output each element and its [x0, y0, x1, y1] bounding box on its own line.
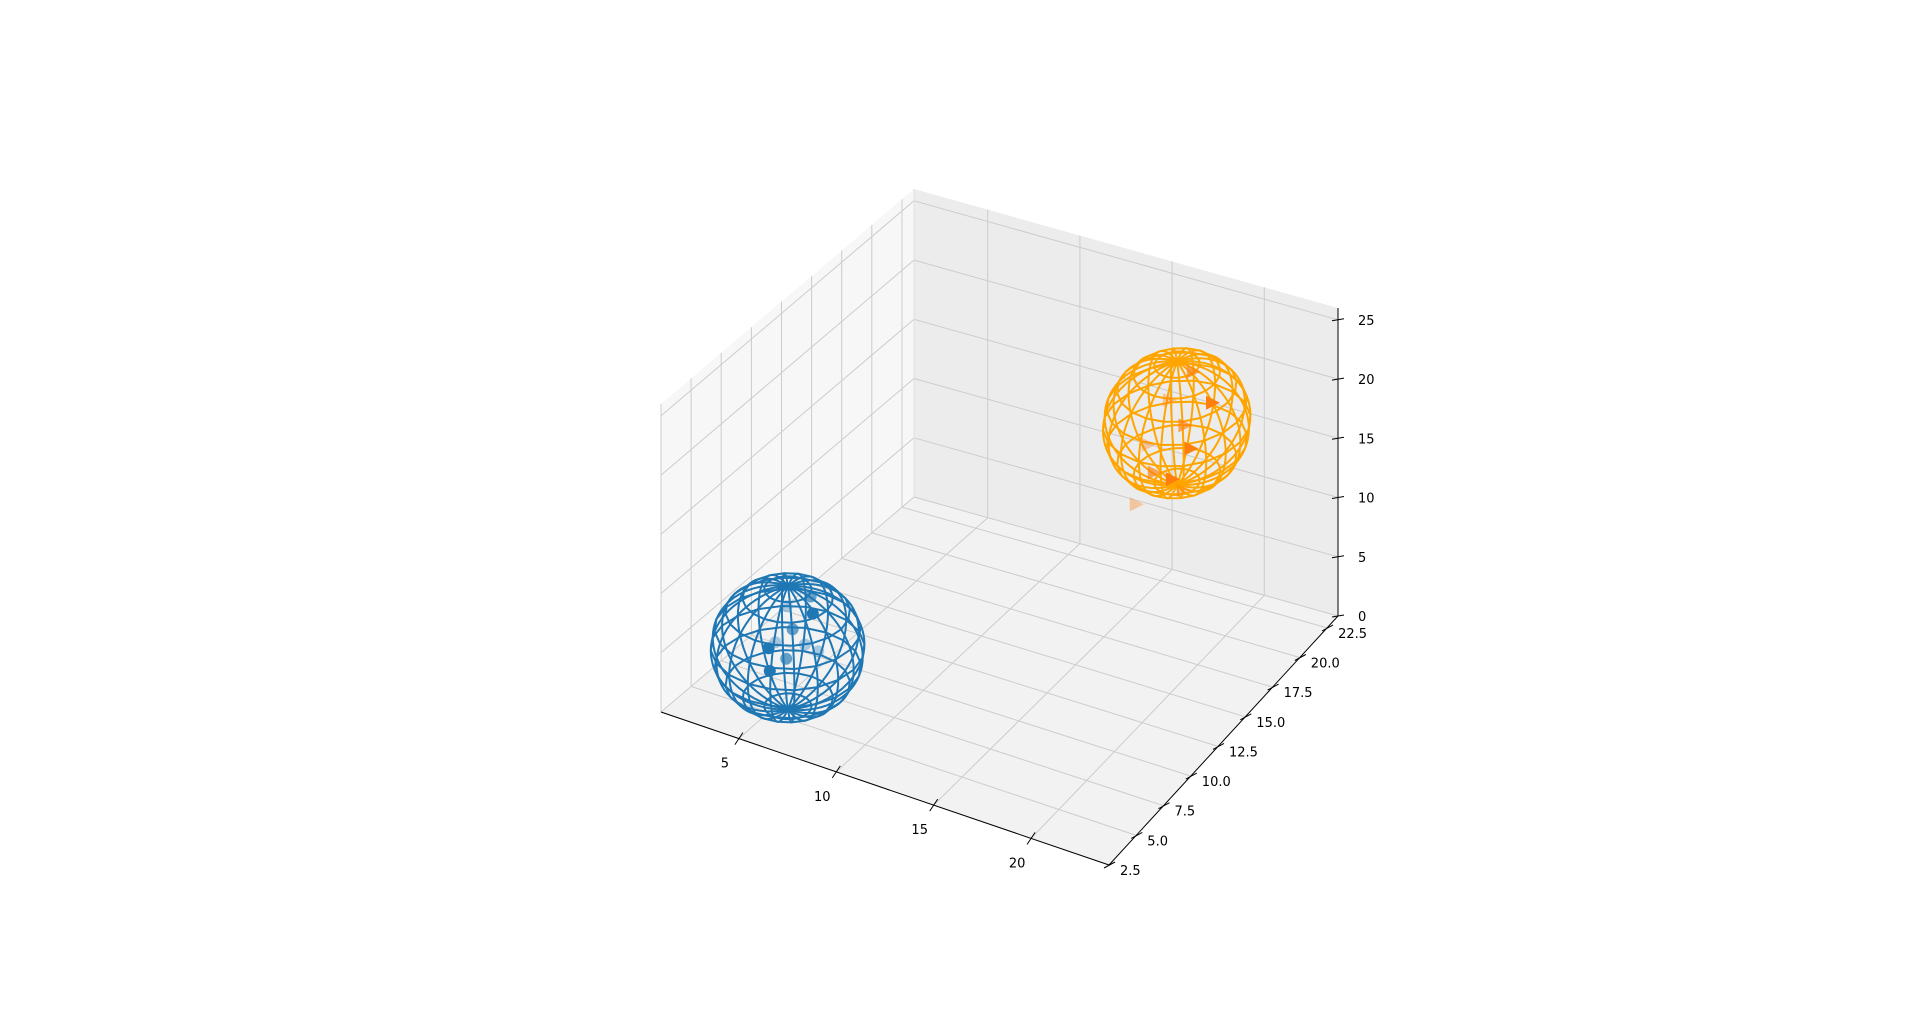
data-point [1147, 465, 1162, 480]
wireframe-parallel [1101, 379, 1252, 468]
z-tick-label: 15 [1358, 432, 1375, 447]
y-tick [1103, 861, 1116, 869]
data-point [780, 600, 793, 613]
z-tick [1331, 377, 1345, 381]
z-tick-label: 0 [1358, 610, 1366, 625]
x-tick-label: 20 [1009, 856, 1026, 871]
x-tick [1026, 832, 1036, 845]
series-1 [709, 572, 866, 724]
wireframe-parallel [713, 626, 862, 709]
wireframe-parallel [1116, 351, 1238, 423]
data-point [806, 607, 819, 620]
axes-panes [661, 189, 1338, 865]
wireframe-parallel [724, 576, 851, 647]
data-point [1165, 472, 1180, 487]
axis-ticks: 5 10 15 20 2.5 5.0 7.5 10.0 12.5 15.0 17.5 20.0 22.5… [721, 314, 1375, 879]
data-point [812, 645, 825, 658]
grid-line-z-back [913, 437, 1339, 558]
grid-line-y-floor [811, 583, 1246, 718]
grid-line-z-back [913, 378, 1339, 498]
grid-line-z-back [913, 200, 1339, 321]
x-tick [929, 798, 939, 812]
x-tick-label: 15 [911, 823, 928, 838]
data-point [798, 638, 811, 651]
data-point [804, 590, 817, 603]
y-tick [1294, 654, 1307, 661]
z-tick-label: 5 [1358, 551, 1366, 566]
wireframe-parallel [763, 575, 813, 604]
wireframe-parallel [709, 604, 866, 692]
grid-line-z-left [660, 200, 915, 417]
grid-line-z-left [660, 318, 915, 535]
grid-line-z-left [660, 496, 915, 713]
y-tick [1321, 624, 1334, 632]
z-tick [1331, 555, 1345, 559]
data-point [1129, 497, 1144, 512]
grid-line-y-floor [781, 609, 1219, 747]
y-tick [1158, 802, 1170, 810]
z-tick [1331, 436, 1345, 440]
y-tick-label: 10.0 [1202, 775, 1231, 790]
grid-line-z-left [660, 378, 915, 594]
y-tick [1267, 683, 1279, 691]
y-tick-label: 20.0 [1311, 657, 1340, 672]
x-tick [831, 765, 841, 779]
grid-line-z-left [660, 437, 915, 654]
wireframe-parallel [763, 692, 813, 721]
data-point [1184, 441, 1199, 456]
grid-line-z-left [660, 259, 915, 476]
y-tick [1212, 742, 1225, 750]
grid-line-y-floor [841, 557, 1273, 688]
y-tick-label: 5.0 [1147, 834, 1168, 849]
data-point [1186, 364, 1201, 379]
wireframe-parallel [1105, 362, 1248, 447]
data-point [762, 642, 775, 655]
y-tick-label: 7.5 [1175, 805, 1196, 820]
y-tick [1185, 772, 1198, 780]
grid-line-y-floor [901, 506, 1328, 629]
x-tick-label: 10 [814, 790, 831, 805]
z-tick-label: 20 [1358, 373, 1375, 388]
data-point [1206, 395, 1220, 410]
y-tick-label: 15.0 [1256, 716, 1285, 731]
grid-line-y-floor [751, 634, 1191, 777]
x-tick-label: 5 [721, 757, 729, 772]
data-point [1141, 437, 1156, 452]
data-point [763, 665, 776, 677]
z-tick [1331, 496, 1345, 499]
x-tick [734, 732, 744, 745]
x-axis-line [660, 711, 1110, 866]
grid-line-z-back [913, 496, 1339, 617]
wireframe-parallel [1153, 350, 1201, 379]
y-tick-label: 22.5 [1338, 627, 1367, 642]
wireframe-parallel [741, 671, 834, 724]
wireframe-parallel [1153, 467, 1201, 497]
data-point [786, 623, 799, 636]
wireframe-parallel [1105, 400, 1248, 485]
back-pane [914, 189, 1338, 616]
z-tick-label: 10 [1358, 492, 1375, 507]
wireframe-parallel [713, 587, 862, 671]
left-pane [661, 189, 914, 712]
z-tick [1331, 614, 1345, 618]
data-point [1162, 393, 1177, 408]
series-2 [1101, 347, 1252, 512]
data-point [1176, 483, 1191, 498]
y-tick-label: 12.5 [1229, 745, 1258, 760]
grid-line-z-back [913, 259, 1339, 380]
data-point [780, 652, 793, 665]
y-tick [1131, 831, 1143, 839]
wireframe-parallel [724, 649, 851, 720]
y-tick-label: 17.5 [1284, 686, 1313, 701]
y-tick-label: 2.5 [1120, 864, 1141, 879]
wireframe-parallel [1132, 446, 1222, 500]
plot-series [709, 347, 1252, 724]
grid-line-y-floor [871, 532, 1300, 658]
z-tick [1331, 318, 1345, 322]
z-tick-label: 25 [1358, 314, 1375, 329]
data-point [1178, 418, 1193, 433]
y-tick [1240, 713, 1252, 721]
